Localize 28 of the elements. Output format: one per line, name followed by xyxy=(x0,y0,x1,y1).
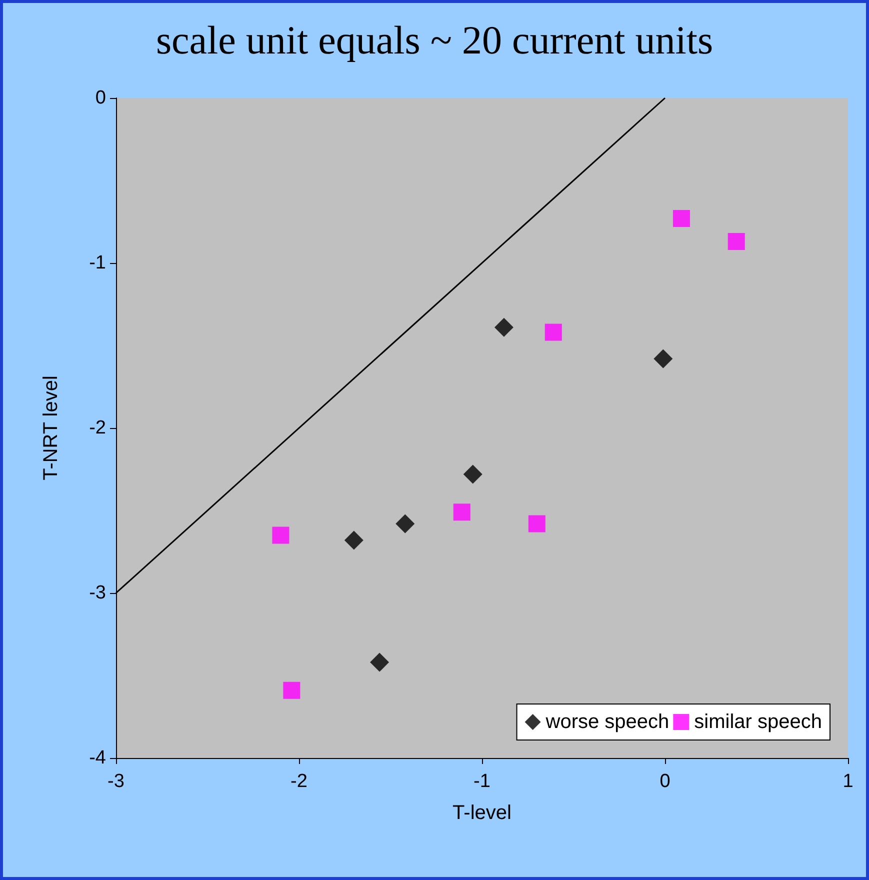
point xyxy=(453,504,470,521)
x-tick-label: -1 xyxy=(474,771,490,792)
point xyxy=(528,515,546,532)
y-tick-label: -2 xyxy=(89,418,106,438)
point xyxy=(283,682,300,699)
x-tick-label: 1 xyxy=(842,771,854,792)
x-tick-label: 0 xyxy=(660,771,670,792)
x-tick-label: -3 xyxy=(108,771,124,792)
point xyxy=(344,530,364,550)
chart-title: scale unit equals ~ 20 current units xyxy=(156,18,714,62)
y-tick-label: -3 xyxy=(89,582,106,604)
legend-label: similar speech xyxy=(694,711,822,733)
y-tick-label: -4 xyxy=(89,748,106,768)
point xyxy=(396,514,415,534)
x-tick-label: -2 xyxy=(290,771,308,792)
point xyxy=(494,318,514,337)
point xyxy=(672,210,690,227)
y-tick-label: -1 xyxy=(89,252,106,274)
y-tick-label: 0 xyxy=(95,88,106,108)
point xyxy=(544,324,562,341)
point xyxy=(728,233,745,250)
legend-label: worse speech xyxy=(544,711,670,733)
point xyxy=(370,652,390,672)
point xyxy=(654,349,673,368)
point xyxy=(272,526,290,544)
point xyxy=(463,464,482,484)
x-axis-title: T-level xyxy=(452,802,512,824)
y-axis-title: T-NRT level xyxy=(40,376,62,480)
